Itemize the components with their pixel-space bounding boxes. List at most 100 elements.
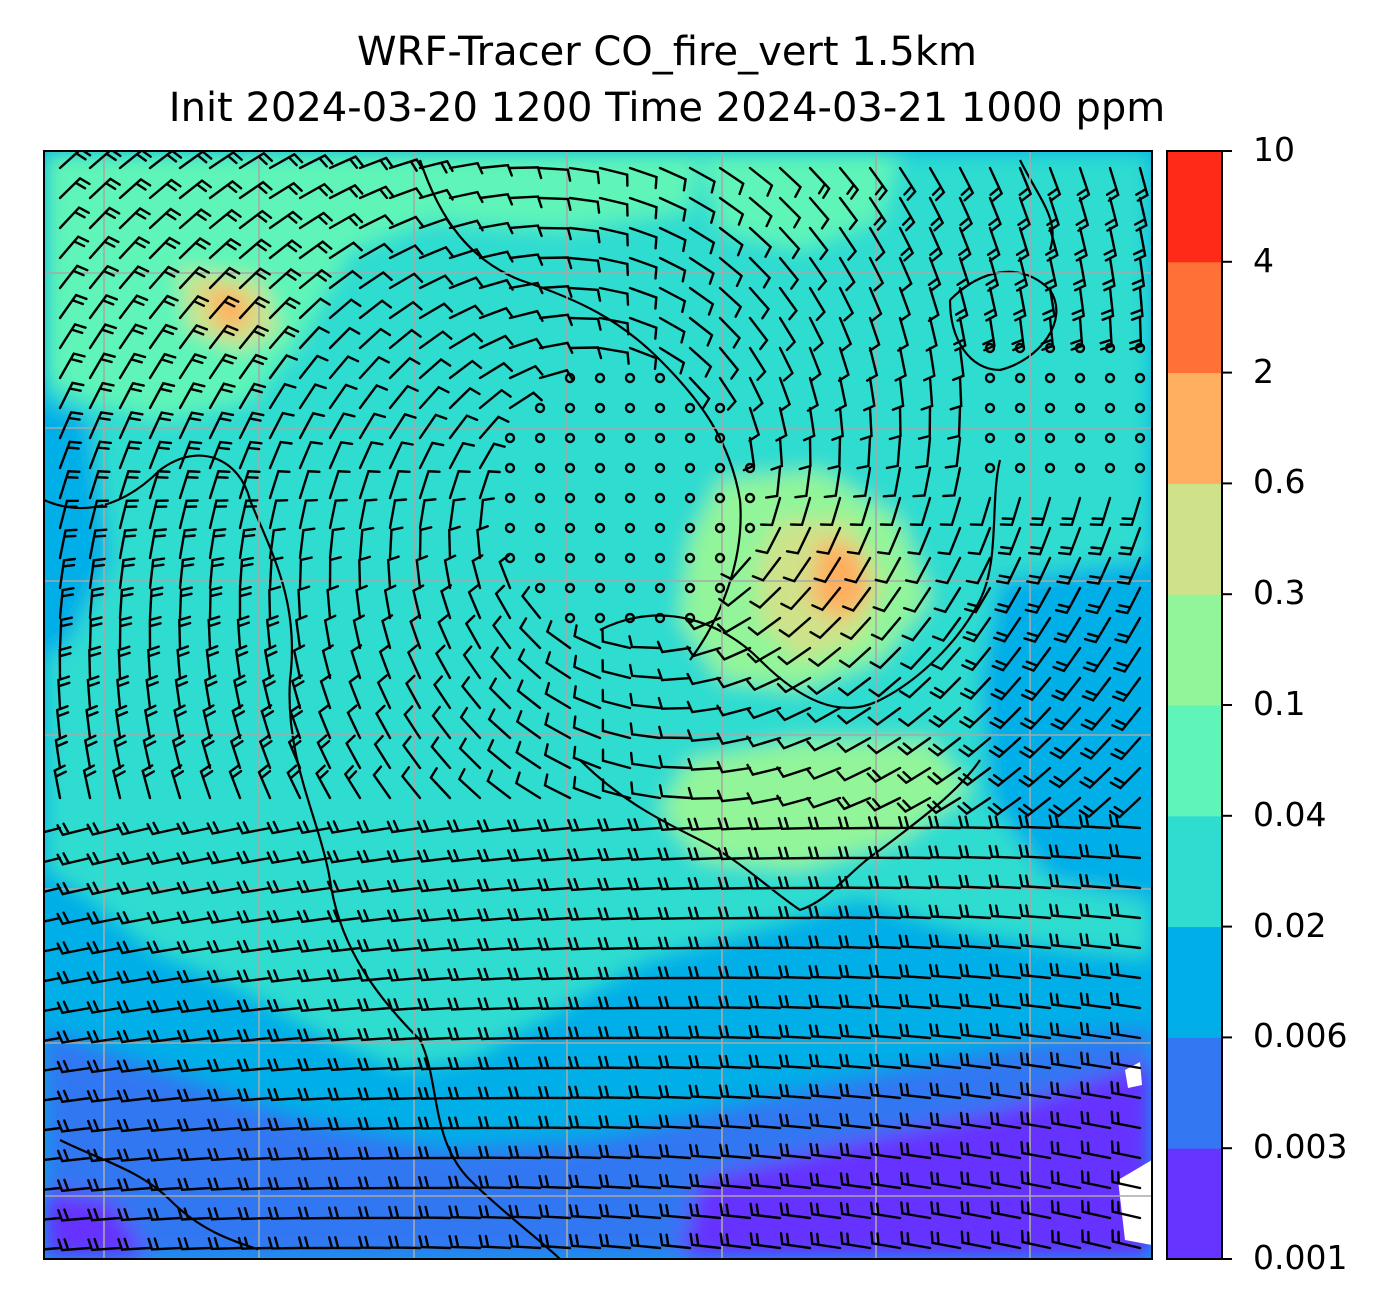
wind-barb <box>148 207 182 230</box>
wind-barb <box>448 470 471 500</box>
wind-barb <box>747 876 782 890</box>
calm-marker <box>1104 402 1116 414</box>
wind-barb <box>912 466 932 498</box>
wind-barb <box>1049 1051 1082 1070</box>
wind-barb <box>868 875 902 890</box>
wind-barb <box>478 470 501 500</box>
colorbar-tick-label: 10 <box>1253 130 1295 169</box>
wind-barb <box>958 904 992 920</box>
wind-barb <box>116 822 152 836</box>
wind-barb <box>747 616 782 637</box>
wind-barb <box>628 316 658 340</box>
wind-barb <box>658 754 692 770</box>
wind-barb <box>460 676 482 710</box>
wind-barb <box>898 964 932 980</box>
wind-barb <box>207 1207 242 1221</box>
wind-barb <box>778 1054 812 1070</box>
wind-barb <box>999 496 1022 527</box>
calm-circles <box>504 342 1146 624</box>
wind-barb <box>779 1232 812 1250</box>
wind-barb <box>116 1000 152 1014</box>
wind-barb <box>658 1055 692 1070</box>
wind-barb <box>838 875 872 890</box>
wind-barb <box>868 994 902 1010</box>
colorbar-tick-label: 0.6 <box>1253 462 1306 502</box>
wind-barb <box>746 646 782 664</box>
wind-barb <box>658 1114 692 1130</box>
wind-barb <box>627 818 662 832</box>
wind-barb <box>778 196 802 229</box>
wind-barb <box>388 526 404 560</box>
wind-barb <box>508 364 544 380</box>
wind-barb <box>597 818 632 832</box>
wind-barb <box>816 526 842 555</box>
wind-barb <box>176 880 212 895</box>
wind-barb <box>477 997 512 1011</box>
wind-barb <box>809 1083 842 1100</box>
wind-barb <box>778 1024 812 1040</box>
calm-marker <box>624 522 636 534</box>
wind-barb <box>507 818 542 833</box>
wind-barb <box>478 306 514 320</box>
calm-marker <box>1134 462 1146 474</box>
calm-marker <box>714 522 726 534</box>
wind-barb <box>231 704 246 740</box>
wind-barb <box>58 235 90 260</box>
wind-barb <box>601 778 632 800</box>
wind-barb <box>388 215 424 230</box>
wind-barb <box>287 734 302 770</box>
calm-marker <box>534 402 546 414</box>
wind-barb <box>448 332 484 350</box>
wind-barb <box>116 1089 152 1103</box>
wind-barb <box>328 212 364 230</box>
wind-barb <box>148 586 164 620</box>
wind-barb <box>317 704 332 740</box>
wind-barb <box>1110 1080 1142 1100</box>
wind-barb <box>208 411 235 440</box>
wind-barb <box>1022 646 1052 673</box>
wind-barb <box>238 527 257 560</box>
wind-barb <box>388 356 421 380</box>
wind-barb <box>352 614 365 650</box>
wind-barb <box>298 498 319 530</box>
wind-barb <box>87 1119 122 1133</box>
wind-barb <box>56 852 92 866</box>
calm-marker <box>1014 432 1026 444</box>
calm-marker <box>714 462 726 474</box>
wind-barb <box>207 615 221 650</box>
calm-marker <box>654 372 666 384</box>
colorbar-segment <box>1167 594 1222 706</box>
wind-barb <box>409 614 422 650</box>
wind-barb <box>567 1026 602 1040</box>
wind-barb <box>537 1056 572 1070</box>
wind-barb <box>898 845 932 860</box>
calm-marker <box>534 552 546 564</box>
colorbar-segment <box>1167 372 1222 484</box>
wind-barb <box>44 1096 62 1102</box>
wind-barb <box>986 226 1001 262</box>
wind-barb <box>1112 676 1142 703</box>
wind-barb <box>268 382 297 410</box>
wind-barb <box>688 1055 722 1070</box>
wind-barb <box>988 874 1022 890</box>
wind-barb <box>508 281 544 295</box>
wind-barb <box>1048 814 1082 830</box>
wind-barb <box>266 939 302 954</box>
wind-barb <box>688 1025 722 1040</box>
calm-marker <box>594 402 606 414</box>
wind-barb <box>869 1053 902 1070</box>
wind-barb <box>1109 766 1142 790</box>
wind-barb <box>446 819 482 833</box>
wind-barb <box>403 705 422 740</box>
wind-barb <box>54 734 69 770</box>
wind-barb <box>298 556 313 590</box>
wind-barb <box>327 1176 362 1190</box>
wind-barb <box>1058 526 1082 556</box>
wind-barb <box>572 745 602 770</box>
wind-barb <box>598 1085 632 1100</box>
wind-barb <box>418 357 452 380</box>
wind-barb <box>118 411 144 440</box>
wind-barb <box>687 786 722 800</box>
wind-barb <box>1099 316 1113 351</box>
wind-barb <box>178 179 212 200</box>
